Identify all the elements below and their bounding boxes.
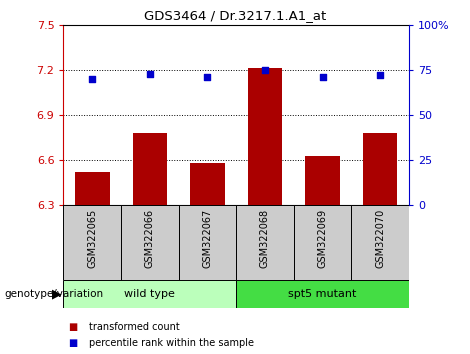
Point [261, 67, 269, 73]
Text: transformed count: transformed count [89, 322, 180, 332]
Text: GSM322069: GSM322069 [318, 209, 328, 268]
Text: genotype/variation: genotype/variation [5, 289, 104, 299]
Text: GSM322068: GSM322068 [260, 209, 270, 268]
Bar [248, 68, 282, 205]
Bar [63, 280, 236, 308]
Point [88, 76, 96, 82]
Text: GSM322070: GSM322070 [375, 209, 385, 268]
Bar [190, 163, 225, 205]
Bar [121, 205, 179, 280]
Bar [363, 133, 397, 205]
Bar [63, 205, 121, 280]
Text: GSM322066: GSM322066 [145, 209, 155, 268]
Text: ■: ■ [68, 338, 78, 348]
Text: GDS3464 / Dr.3217.1.A1_at: GDS3464 / Dr.3217.1.A1_at [144, 9, 326, 22]
Bar [306, 156, 340, 205]
Point [146, 71, 154, 76]
Text: GSM322067: GSM322067 [203, 209, 212, 268]
Bar [75, 172, 110, 205]
Bar [133, 133, 167, 205]
Text: ▶: ▶ [52, 287, 61, 300]
Bar [294, 205, 351, 280]
Bar [179, 205, 236, 280]
Point [204, 74, 211, 80]
Text: wild type: wild type [125, 289, 175, 299]
Bar [351, 205, 409, 280]
Point [319, 74, 326, 80]
Point [376, 73, 384, 78]
Bar [236, 205, 294, 280]
Bar [236, 280, 409, 308]
Text: GSM322065: GSM322065 [87, 209, 97, 268]
Text: percentile rank within the sample: percentile rank within the sample [89, 338, 254, 348]
Text: ■: ■ [68, 322, 78, 332]
Text: spt5 mutant: spt5 mutant [289, 289, 357, 299]
